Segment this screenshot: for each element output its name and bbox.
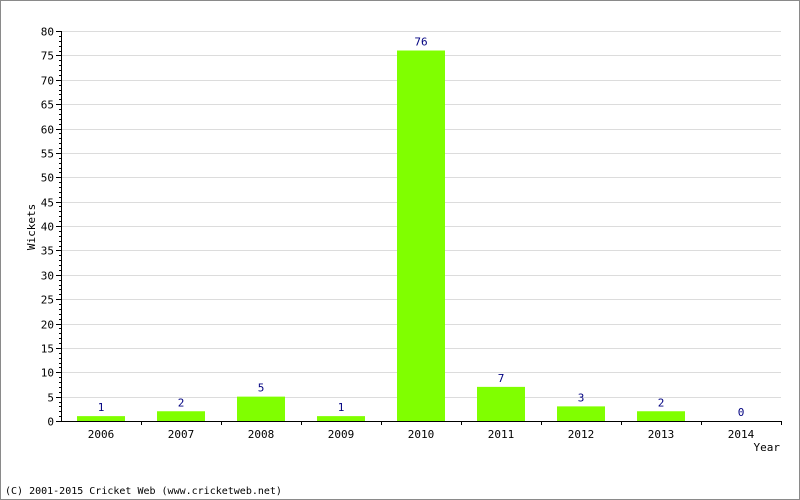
data-label: 0 (738, 406, 745, 419)
y-tick-label: 70 (41, 75, 54, 88)
y-tick-label: 40 (41, 221, 54, 234)
x-tick-label: 2014 (728, 428, 755, 441)
y-tick-label: 50 (41, 172, 54, 185)
y-tick-label: 80 (41, 26, 54, 39)
x-tick-label: 2011 (488, 428, 515, 441)
x-tick-label: 2008 (248, 428, 275, 441)
x-tick-label: 2007 (168, 428, 195, 441)
y-tick-label: 25 (41, 294, 54, 307)
y-tick-label: 5 (47, 392, 54, 405)
y-axis-title: Wickets (25, 204, 38, 250)
bars (77, 50, 685, 421)
data-labels: 1 2 5 1 76 7 3 2 0 (98, 36, 745, 420)
bar-2011 (477, 386, 525, 421)
data-label: 1 (98, 401, 105, 414)
data-label: 7 (498, 372, 505, 385)
bar-2009 (317, 416, 365, 421)
bar-2006 (77, 416, 125, 421)
y-tick-label: 65 (41, 99, 54, 112)
y-tick-labels: 0 5 10 15 20 25 30 35 40 45 50 55 60 65 70 75 80 (41, 26, 54, 429)
y-tick-label: 75 (41, 50, 54, 63)
y-minor-ticks (56, 31, 61, 422)
y-tick-label: 55 (41, 148, 54, 161)
y-tick-label: 45 (41, 197, 54, 210)
bar-2008 (237, 396, 285, 421)
data-label: 5 (258, 382, 265, 395)
copyright-text: (C) 2001-2015 Cricket Web (www.cricketwe… (5, 486, 282, 497)
y-tick-label: 20 (41, 319, 54, 332)
x-tick-label: 2006 (88, 428, 115, 441)
data-label: 2 (658, 396, 665, 409)
data-label: 1 (338, 401, 345, 414)
x-tick-label: 2009 (328, 428, 355, 441)
y-tick-label: 30 (41, 270, 54, 283)
y-tick-label: 0 (47, 416, 54, 429)
y-tick-label: 15 (41, 343, 54, 356)
x-tick-label: 2010 (408, 428, 435, 441)
bar-2007 (157, 411, 205, 421)
bar-2013 (637, 411, 685, 421)
x-tick-labels: 2006 2007 2008 2009 2010 2011 2012 2013 2014 (88, 421, 782, 441)
x-axis-title: Year (754, 441, 781, 454)
data-label: 2 (178, 396, 185, 409)
data-label: 76 (414, 36, 427, 49)
x-tick-label: 2012 (568, 428, 595, 441)
y-tick-label: 10 (41, 367, 54, 380)
y-tick-label: 60 (41, 124, 54, 137)
x-tick-label: 2013 (648, 428, 675, 441)
y-tick-label: 35 (41, 245, 54, 258)
bar-2012 (557, 406, 605, 421)
axes (61, 31, 781, 422)
bar-2010 (397, 50, 445, 421)
data-label: 3 (578, 391, 585, 404)
